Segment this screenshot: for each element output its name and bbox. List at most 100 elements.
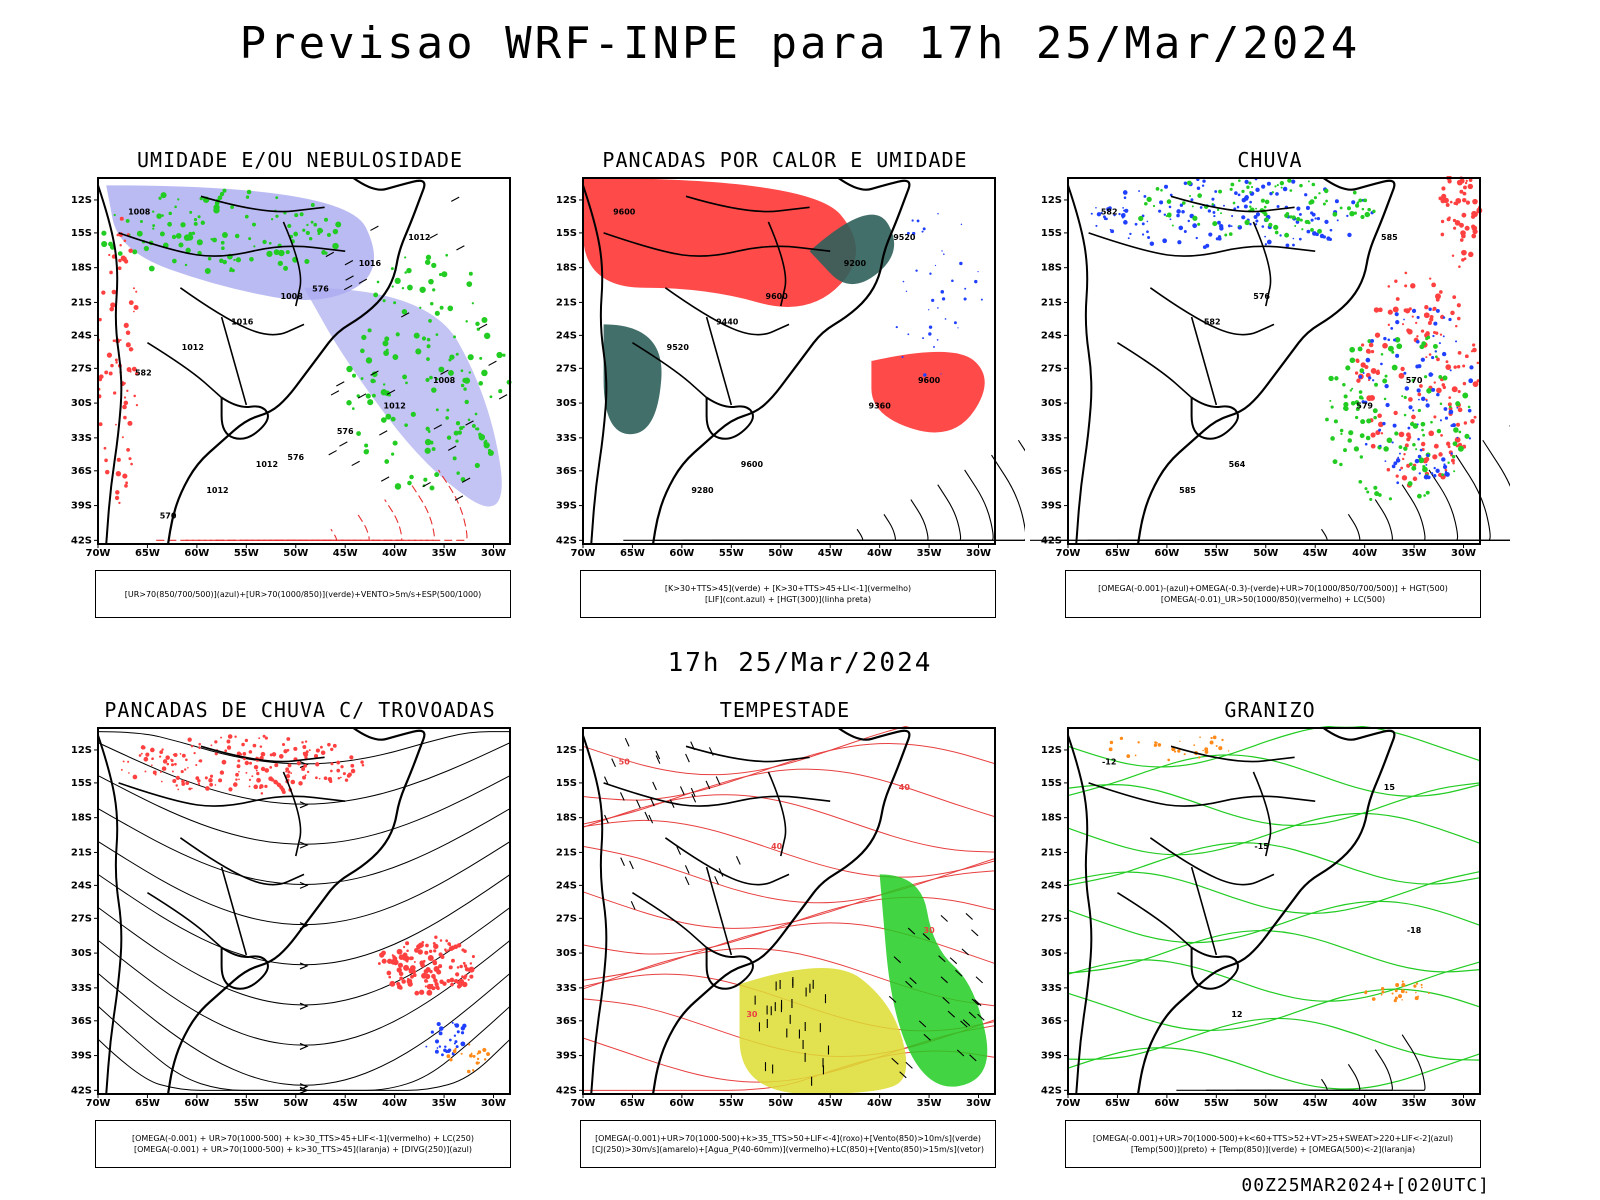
shading-dot [1396,481,1400,485]
lon-label: 70W [571,548,596,559]
contour-label: 9600 [613,208,636,217]
shading-dot [126,233,130,236]
shading-dot [193,752,196,755]
shading-dot [1420,441,1426,447]
lat-label: 36S [1041,466,1062,477]
lat-label: 12S [71,745,92,756]
shading-dot [1468,251,1474,258]
shading-dot [113,213,116,217]
shading-dot [324,217,329,222]
shading-dot [1147,236,1151,240]
shading-dot [293,746,298,751]
shading-dot [1440,219,1445,224]
shading-dot [482,1047,487,1053]
shading-dot [252,744,255,747]
shading-dot [367,328,372,333]
contour-label: 576 [1253,292,1270,301]
shading-dot [380,389,388,396]
shading-dot [1333,419,1338,424]
lon-label: 45W [1303,1098,1328,1109]
shading-dot [1119,736,1124,741]
shading-dot [1211,203,1214,206]
wind-vector [969,1054,977,1062]
shading-dot [1470,214,1476,219]
shading-dot [1260,198,1266,203]
shading-dot [1447,179,1452,184]
shading-dot [306,770,310,774]
contour-label: 40 [899,783,911,792]
shading-dot [457,981,460,985]
lat-label: 33S [1041,983,1062,994]
shading-dot [302,228,306,232]
shading-dot [1461,258,1465,262]
contour-label: 40 [771,842,783,851]
lat-label: 27S [556,913,577,924]
shading-dot [1263,205,1267,209]
shading-dot [1349,389,1353,392]
shading-dot [376,280,380,284]
lon-label: 30W [1451,548,1476,559]
shading-dot [392,440,398,446]
shading-dot [1367,339,1372,344]
legend-box: [OMEGA(-0.001) + UR>70(1000-500) + k>30_… [95,1120,511,1168]
contour-line [1176,1034,1426,1091]
shading-dot [1403,446,1408,451]
shading-dot [1134,222,1138,226]
shading-dot [1373,485,1378,490]
shading-dot [109,306,115,312]
shading-dot [270,218,274,221]
shading-dot [1354,203,1360,208]
shading-dot [330,747,334,752]
shading-dot [360,760,364,764]
shading-dot [1195,236,1198,240]
shading-dot [390,959,397,965]
wind-vector [629,860,634,870]
shading-dot [287,763,292,768]
shading-dot [1394,431,1399,436]
shading-dot [1223,204,1225,207]
shading-dot [395,332,400,337]
wind-vector [611,758,616,768]
wind-vector [968,1011,977,1019]
shading-dot [1325,199,1328,203]
shading-dot [1372,408,1378,414]
shading-dot [208,778,213,783]
shading-dot [1241,197,1247,203]
streamline-arrow [299,881,309,889]
shading-dot [407,480,412,486]
shading-dot [308,749,311,752]
main-title: Previsao WRF-INPE para 17h 25/Mar/2024 [239,18,1361,69]
shading-dot [104,370,109,375]
shading-dot [430,1030,434,1034]
shading-dot [1310,218,1314,222]
shading-dot [1396,343,1403,350]
lat-label: 30S [1041,948,1062,959]
lon-label: 30W [481,548,506,559]
shading-dot [402,374,408,380]
shading-dot [922,227,926,231]
shading-dot [1444,468,1448,472]
shading-dot [426,337,431,342]
lon-label: 70W [86,1098,111,1109]
shading-dot [1393,461,1398,466]
shading-dot [1227,224,1231,228]
shading-dot [125,481,129,485]
lat-label: 18S [71,263,92,274]
shading-dot [1292,243,1295,247]
shading-dot [466,1069,471,1074]
shading-dot [332,743,337,748]
shading-dot [1255,212,1261,217]
shading-dot [167,221,172,227]
shading-dot [1358,395,1363,400]
shading-dot [1370,432,1376,438]
shading-dot [344,778,349,782]
shading-dot [270,778,275,782]
shading-dot [447,949,450,952]
shading-dot [430,983,434,987]
shading-dot [411,969,417,974]
wind-vector [956,1049,965,1057]
shading-dot [1442,464,1448,470]
shading-dot [1444,416,1449,420]
wind-vector [454,495,464,501]
shading-dot [1359,433,1365,439]
